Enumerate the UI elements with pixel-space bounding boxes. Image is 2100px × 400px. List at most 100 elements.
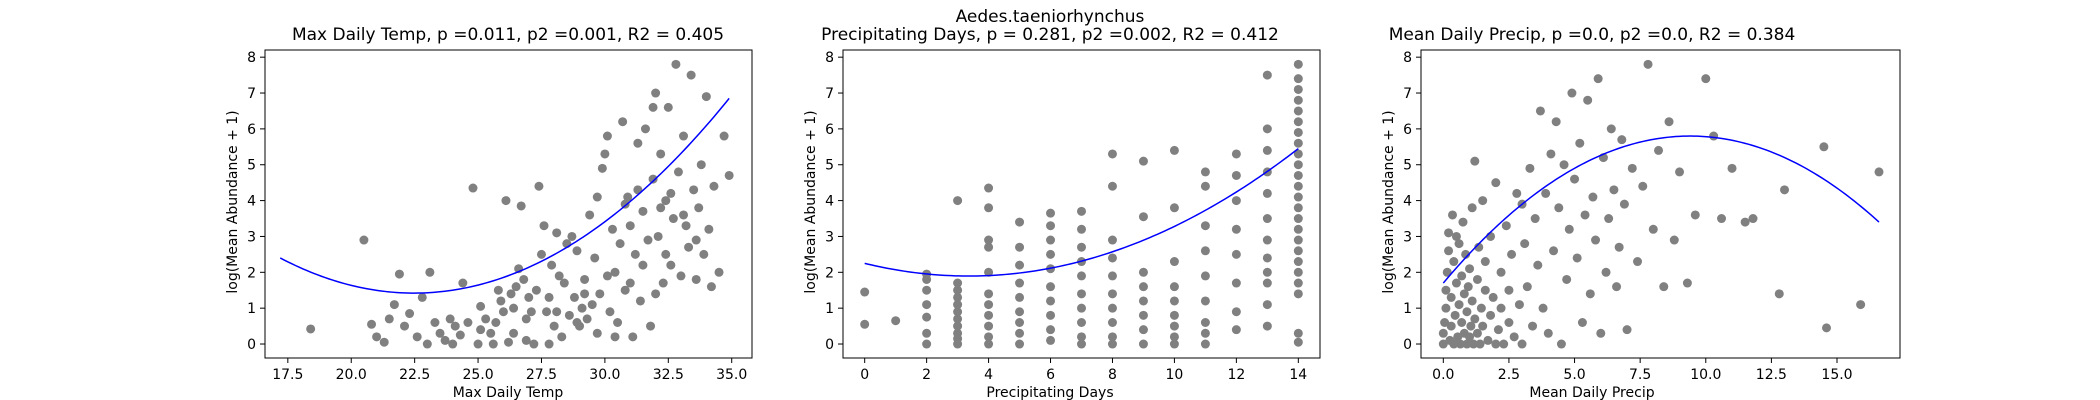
data-point bbox=[691, 274, 701, 284]
data-point bbox=[592, 328, 602, 338]
y-tick-label: 0 bbox=[1403, 337, 1412, 353]
data-point bbox=[1462, 307, 1472, 317]
data-point bbox=[953, 196, 963, 206]
data-point bbox=[671, 59, 681, 69]
y-tick-label: 6 bbox=[825, 122, 834, 138]
data-point bbox=[1450, 310, 1460, 320]
data-point bbox=[476, 325, 486, 335]
data-point bbox=[701, 92, 711, 102]
data-point bbox=[1231, 196, 1241, 206]
data-point bbox=[607, 224, 617, 234]
data-point bbox=[567, 231, 577, 241]
data-point bbox=[605, 307, 615, 317]
data-point bbox=[648, 102, 658, 112]
data-point bbox=[1609, 185, 1619, 195]
fit-curve bbox=[279, 97, 730, 294]
data-point bbox=[1138, 156, 1148, 166]
fit-curve bbox=[864, 148, 1299, 277]
data-point bbox=[379, 337, 389, 347]
y-tick-label: 6 bbox=[247, 122, 256, 138]
data-point bbox=[668, 214, 678, 224]
data-point bbox=[891, 316, 901, 326]
data-point bbox=[1138, 282, 1148, 292]
data-point bbox=[1293, 192, 1303, 202]
data-point bbox=[412, 332, 422, 342]
data-point bbox=[1664, 117, 1674, 127]
y-axis-label: log(Mean Abundance + 1) bbox=[803, 110, 819, 293]
data-point bbox=[534, 181, 544, 191]
data-point bbox=[1293, 170, 1303, 180]
data-point bbox=[1583, 95, 1593, 105]
data-point bbox=[1572, 253, 1582, 263]
data-point bbox=[1293, 117, 1303, 127]
fit-curve bbox=[1442, 135, 1880, 284]
data-point bbox=[1486, 310, 1496, 320]
data-point bbox=[1077, 339, 1086, 349]
data-point bbox=[618, 117, 628, 127]
data-point bbox=[547, 260, 557, 270]
data-point bbox=[1701, 74, 1711, 84]
data-point bbox=[587, 300, 597, 310]
data-point bbox=[1262, 235, 1272, 245]
data-point bbox=[536, 249, 546, 259]
data-point bbox=[1551, 117, 1561, 127]
data-point bbox=[1262, 145, 1272, 155]
data-point bbox=[709, 181, 719, 191]
data-point bbox=[552, 307, 562, 317]
data-point bbox=[1504, 285, 1514, 295]
data-point bbox=[1293, 214, 1303, 224]
data-point bbox=[684, 242, 694, 252]
data-point bbox=[706, 282, 716, 292]
data-point bbox=[1748, 214, 1758, 224]
data-point bbox=[1478, 321, 1488, 331]
data-point bbox=[1438, 339, 1448, 349]
data-point bbox=[554, 271, 564, 281]
data-point bbox=[1461, 249, 1471, 259]
data-point bbox=[577, 303, 587, 313]
data-point bbox=[1659, 282, 1669, 292]
data-point bbox=[1564, 224, 1574, 234]
data-point bbox=[984, 203, 994, 213]
data-point bbox=[1499, 339, 1509, 349]
data-point bbox=[663, 102, 673, 112]
data-point bbox=[1466, 321, 1476, 331]
data-point bbox=[656, 149, 666, 159]
data-point bbox=[953, 285, 963, 295]
data-point bbox=[1462, 339, 1472, 349]
data-point bbox=[724, 170, 734, 180]
panel-max-daily-temp: Max Daily Temp, p =0.011, p2 =0.001, R2 … bbox=[225, 25, 753, 400]
data-point bbox=[481, 314, 491, 324]
data-point bbox=[539, 221, 549, 231]
data-point bbox=[653, 231, 663, 241]
x-tick-label: 25.0 bbox=[462, 367, 493, 383]
data-point bbox=[1470, 314, 1480, 324]
data-point bbox=[1622, 325, 1632, 335]
data-point bbox=[1107, 289, 1117, 299]
data-point bbox=[1591, 235, 1601, 245]
data-point bbox=[384, 314, 394, 324]
data-point bbox=[689, 185, 699, 195]
data-point bbox=[504, 337, 513, 347]
data-point bbox=[1465, 264, 1475, 274]
data-point bbox=[1690, 210, 1700, 220]
data-point bbox=[1467, 296, 1477, 306]
data-point bbox=[640, 124, 650, 134]
data-point bbox=[1015, 260, 1025, 270]
data-point bbox=[953, 278, 963, 288]
data-point bbox=[1046, 310, 1056, 320]
data-point bbox=[529, 339, 539, 349]
y-tick-label: 5 bbox=[825, 158, 834, 174]
data-point bbox=[1231, 278, 1241, 288]
data-point bbox=[1231, 149, 1241, 159]
data-point bbox=[458, 278, 468, 288]
data-point bbox=[1717, 214, 1727, 224]
data-point bbox=[1638, 181, 1648, 191]
data-point bbox=[1458, 217, 1468, 227]
y-tick-label: 6 bbox=[1403, 122, 1412, 138]
y-tick-label: 5 bbox=[247, 158, 256, 174]
data-point bbox=[1480, 257, 1490, 267]
y-tick-label: 8 bbox=[247, 50, 256, 66]
data-point bbox=[1588, 192, 1598, 202]
